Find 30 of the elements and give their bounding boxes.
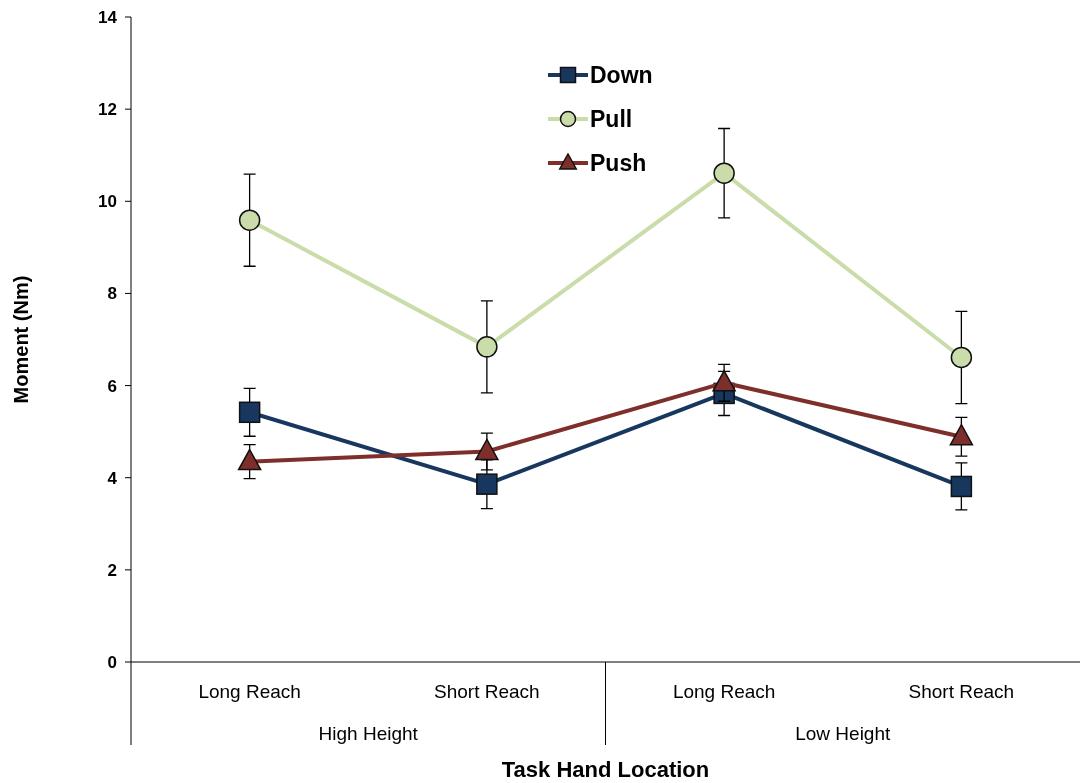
point	[950, 346, 973, 369]
y-axis-title: Moment (Nm)	[10, 275, 32, 404]
point	[237, 448, 262, 471]
point	[476, 336, 498, 358]
y-tick-label: 10	[98, 192, 117, 212]
text: Low Height	[795, 723, 891, 744]
x-tick-label: Short Reach	[434, 681, 540, 702]
y-tick-label: 2	[107, 560, 117, 580]
x-tick-label: Long Reach	[672, 681, 776, 702]
y-tick-label: 14	[98, 7, 118, 27]
legend-label: Pull	[590, 106, 633, 133]
point	[476, 473, 498, 495]
point	[713, 162, 735, 184]
text: High Height	[318, 723, 419, 744]
y-tick-label: 8	[107, 284, 117, 304]
y-tick-label: 0	[107, 652, 117, 672]
point	[238, 401, 261, 424]
point	[475, 438, 499, 461]
y-tick-label: 12	[98, 100, 117, 120]
x-tick-label: Short Reach	[908, 681, 1015, 702]
y-tick-label: 6	[107, 376, 117, 396]
point	[712, 370, 736, 392]
x-axis-title: Task Hand Location	[501, 757, 710, 782]
x-tick-label: Long Reach	[198, 681, 301, 702]
point	[238, 209, 261, 231]
point	[950, 475, 973, 498]
y-tick-label: 4	[107, 468, 118, 488]
point	[949, 423, 974, 446]
legend-label: Down	[590, 62, 653, 89]
legend-label: Push	[590, 150, 647, 177]
